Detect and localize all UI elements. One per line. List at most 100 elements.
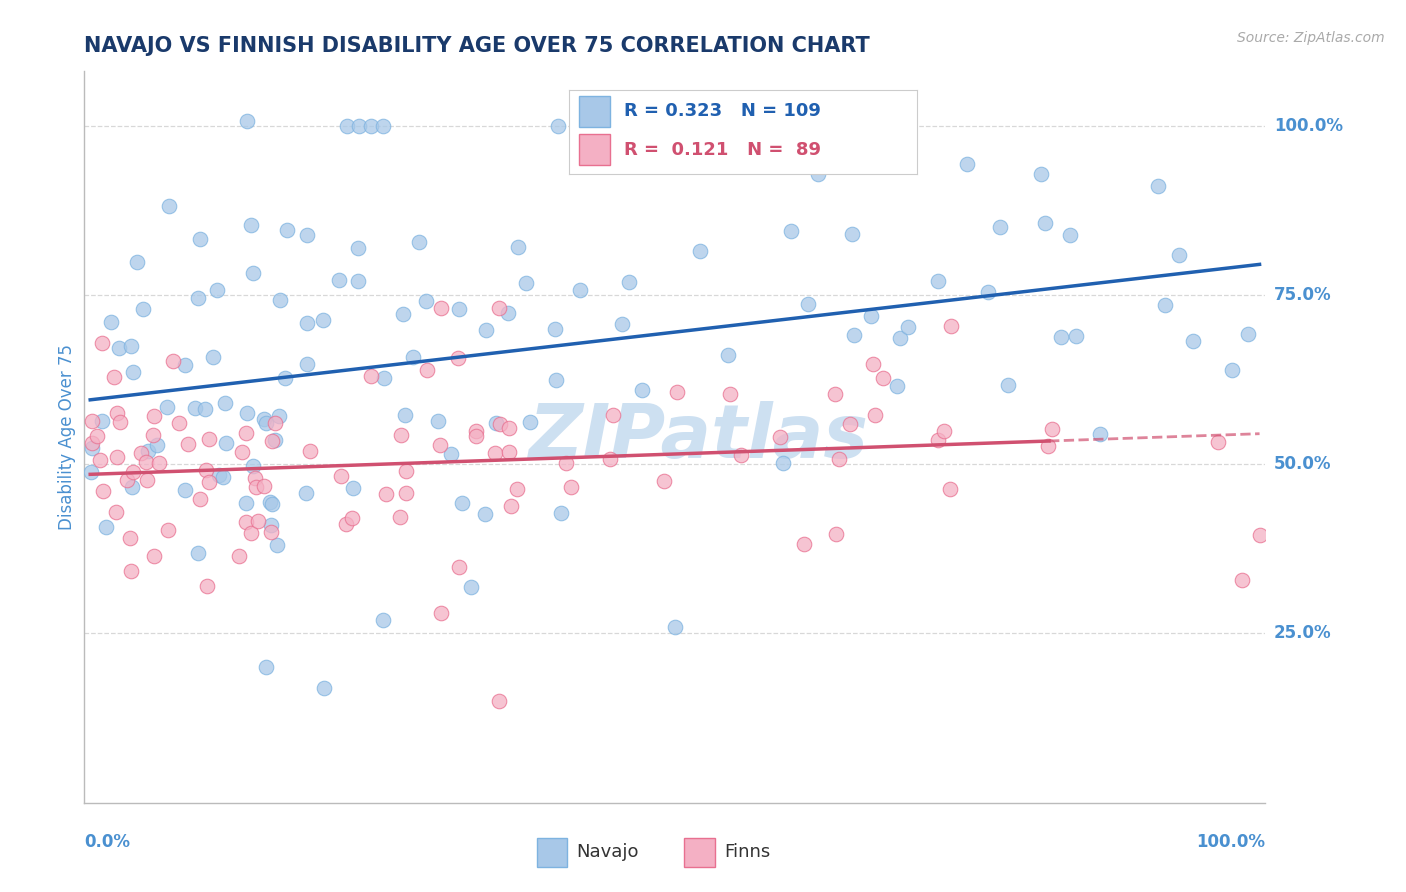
Point (768, 430, 790, 444)
Point (276, 223, 298, 237)
Point (360, 369, 382, 384)
Point (718, 387, 741, 401)
Point (544, 373, 567, 387)
Point (235, 425, 257, 440)
Point (1153, 297, 1175, 311)
Point (260, 498, 283, 512)
Point (254, 660, 277, 674)
Point (630, 384, 652, 398)
Point (295, 228, 318, 243)
Point (519, 415, 541, 429)
Point (295, 486, 318, 500)
Point (80, 436, 103, 450)
Point (260, 518, 283, 533)
Point (108, 415, 131, 429)
Point (508, 240, 530, 254)
Text: 100.0%: 100.0% (1197, 833, 1265, 851)
Point (582, 120, 605, 135)
Point (235, 515, 257, 529)
Point (243, 471, 266, 485)
Point (652, 474, 675, 488)
Point (260, 524, 283, 539)
Text: ZIPatlas: ZIPatlas (529, 401, 869, 474)
Point (547, 119, 569, 133)
Point (190, 232, 212, 246)
Point (1033, 216, 1056, 230)
Point (104, 505, 127, 519)
Point (612, 318, 634, 332)
Point (269, 293, 291, 308)
Text: 0.0%: 0.0% (84, 833, 131, 851)
Point (602, 408, 624, 422)
Point (1064, 329, 1087, 343)
Point (157, 199, 180, 213)
Point (132, 301, 155, 316)
Point (889, 331, 911, 345)
Point (498, 420, 520, 434)
Point (371, 613, 394, 627)
Point (299, 443, 322, 458)
Point (440, 447, 463, 461)
Point (689, 244, 711, 258)
Point (347, 274, 370, 288)
Point (488, 301, 510, 316)
Point (488, 694, 510, 708)
Point (863, 408, 886, 422)
Point (842, 328, 865, 343)
Point (335, 516, 357, 531)
Point (79, 465, 101, 479)
Point (138, 443, 160, 458)
Point (484, 446, 506, 460)
Point (342, 481, 364, 495)
Point (142, 549, 165, 564)
Point (86, 429, 108, 443)
Point (239, 219, 262, 233)
Point (103, 369, 125, 384)
Point (208, 467, 231, 482)
Point (231, 445, 253, 459)
Point (841, 227, 863, 242)
Point (666, 384, 689, 399)
Point (253, 479, 276, 493)
Point (146, 438, 169, 452)
Point (392, 307, 415, 321)
Point (447, 351, 470, 365)
Point (256, 416, 278, 430)
Point (373, 371, 395, 385)
Point (430, 301, 453, 316)
Point (267, 409, 290, 423)
Point (427, 414, 450, 428)
Point (862, 357, 884, 371)
Point (157, 523, 180, 537)
Point (475, 323, 498, 337)
Point (156, 400, 179, 414)
Point (388, 510, 411, 524)
Point (347, 241, 370, 255)
Point (389, 427, 412, 442)
Point (187, 291, 209, 305)
Point (245, 480, 267, 494)
Point (236, 406, 259, 420)
Point (415, 293, 437, 308)
Point (956, 157, 979, 171)
Point (198, 432, 221, 446)
Point (828, 451, 851, 466)
Point (125, 255, 148, 269)
Point (194, 463, 217, 477)
Point (886, 378, 908, 392)
Point (202, 350, 225, 364)
Point (82, 414, 104, 428)
Point (371, 119, 394, 133)
Point (167, 416, 190, 430)
Point (416, 363, 439, 377)
Point (242, 458, 264, 473)
Point (793, 537, 815, 551)
Point (730, 448, 752, 462)
Point (342, 510, 364, 524)
Point (839, 417, 862, 431)
Point (449, 302, 471, 317)
Point (395, 485, 418, 500)
Point (560, 480, 582, 494)
Point (117, 473, 139, 487)
Point (550, 506, 572, 520)
